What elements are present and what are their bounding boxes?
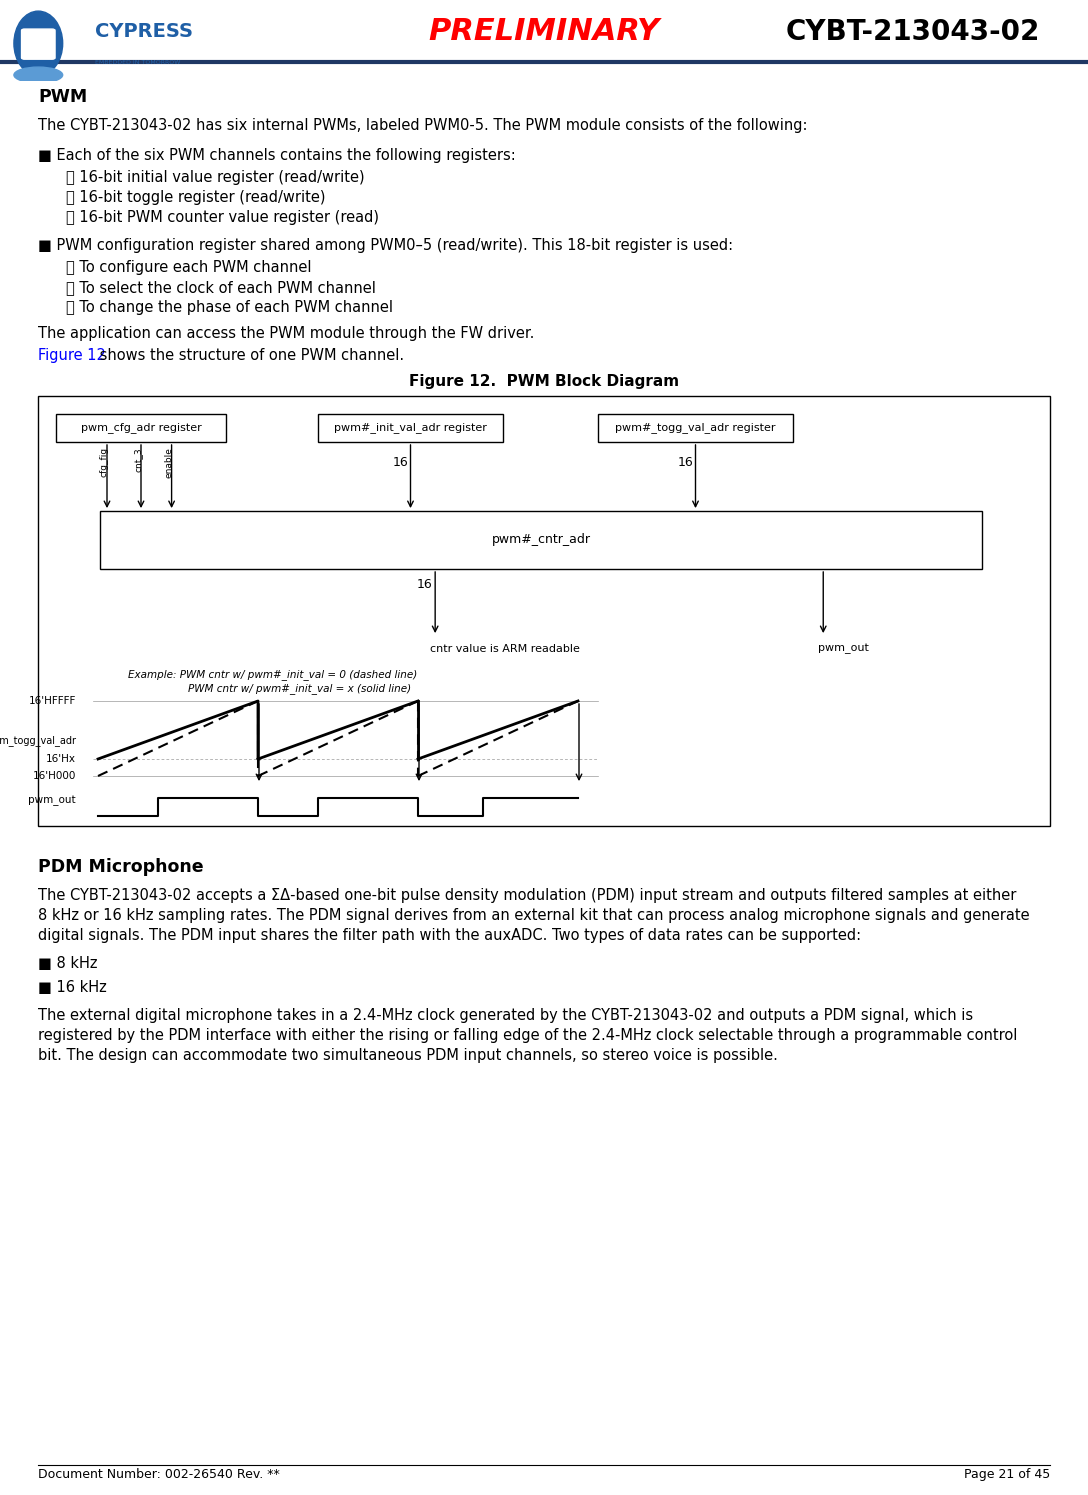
Text: The application can access the PWM module through the FW driver.: The application can access the PWM modul… [38, 326, 534, 341]
Text: PRELIMINARY: PRELIMINARY [429, 18, 659, 46]
Text: The external digital microphone takes in a 2.4-MHz clock generated by the CYBT-2: The external digital microphone takes in… [38, 1008, 973, 1023]
Text: 16: 16 [417, 577, 433, 591]
Text: The CYBT-213043-02 has six internal PWMs, labeled PWM0-5. The PWM module consist: The CYBT-213043-02 has six internal PWMs… [38, 118, 807, 133]
Text: PWM: PWM [38, 88, 87, 106]
Text: Page 21 of 45: Page 21 of 45 [964, 1468, 1050, 1482]
Text: CYBT-213043-02: CYBT-213043-02 [786, 18, 1040, 46]
Text: The CYBT-213043-02 accepts a ΣΔ-based one-bit pulse density modulation (PDM) inp: The CYBT-213043-02 accepts a ΣΔ-based on… [38, 888, 1016, 903]
Text: pwm_cfg_adr register: pwm_cfg_adr register [81, 423, 201, 434]
Text: 16: 16 [678, 456, 693, 468]
FancyBboxPatch shape [22, 28, 55, 60]
Text: enable: enable [164, 447, 173, 478]
Text: pwm#_init_val_adr register: pwm#_init_val_adr register [334, 423, 487, 434]
Text: 8 kHz or 16 kHz sampling rates. The PDM signal derives from an external kit that: 8 kHz or 16 kHz sampling rates. The PDM … [38, 907, 1029, 922]
Text: ⎕ To configure each PWM channel: ⎕ To configure each PWM channel [66, 260, 311, 275]
Ellipse shape [14, 10, 63, 76]
Text: ⎕ 16-bit toggle register (read/write): ⎕ 16-bit toggle register (read/write) [66, 190, 325, 205]
Bar [100, 511, 982, 570]
Text: ■ PWM configuration register shared among PWM0–5 (read/write). This 18-bit regis: ■ PWM configuration register shared amon… [38, 238, 733, 253]
Text: PWM cntr w/ pwm#_init_val = x (solid line): PWM cntr w/ pwm#_init_val = x (solid lin… [188, 683, 411, 694]
Text: 16'HFFFF: 16'HFFFF [28, 697, 76, 706]
Text: cfg_fig: cfg_fig [99, 447, 109, 477]
Text: Document Number: 002-26540 Rev. **: Document Number: 002-26540 Rev. ** [38, 1468, 280, 1482]
Text: Figure 12: Figure 12 [38, 348, 106, 363]
Text: cnt_3: cnt_3 [134, 447, 143, 471]
Text: PDM Microphone: PDM Microphone [38, 858, 203, 876]
Text: 16'H000: 16'H000 [33, 771, 76, 780]
Text: Figure 12.  PWM Block Diagram: Figure 12. PWM Block Diagram [409, 374, 679, 389]
Text: CYPRESS: CYPRESS [95, 22, 193, 42]
Text: pwm#_togg_val_adr register: pwm#_togg_val_adr register [615, 423, 776, 434]
Text: pwm#_cntr_adr: pwm#_cntr_adr [492, 534, 591, 547]
Text: bit. The design can accommodate two simultaneous PDM input channels, so stereo v: bit. The design can accommodate two simu… [38, 1048, 778, 1063]
Text: ⎕ 16-bit PWM counter value register (read): ⎕ 16-bit PWM counter value register (rea… [66, 209, 379, 226]
Text: ⎕ To select the clock of each PWM channel: ⎕ To select the clock of each PWM channe… [66, 280, 381, 295]
Text: ⎕ To change the phase of each PWM channel: ⎕ To change the phase of each PWM channe… [66, 300, 393, 315]
Text: ⎕ 16-bit initial value register (read/write): ⎕ 16-bit initial value register (read/wr… [66, 170, 364, 185]
Text: pwm_togg_val_adr: pwm_togg_val_adr [0, 736, 76, 746]
Text: pwm_out: pwm_out [28, 795, 76, 806]
Bar [598, 414, 793, 443]
Text: digital signals. The PDM input shares the filter path with the auxADC. Two types: digital signals. The PDM input shares th… [38, 928, 861, 943]
Text: 16: 16 [393, 456, 408, 468]
Text: EMBEDDED IN TOMORROW: EMBEDDED IN TOMORROW [95, 60, 180, 66]
Text: ■ 8 kHz: ■ 8 kHz [38, 955, 98, 970]
Text: pwm_out: pwm_out [818, 644, 869, 655]
Bar [38, 396, 1050, 827]
Text: shows the structure of one PWM channel.: shows the structure of one PWM channel. [95, 348, 404, 363]
Bar [318, 414, 503, 443]
Bar [55, 414, 226, 443]
Ellipse shape [14, 67, 63, 82]
Text: Example: PWM cntr w/ pwm#_init_val = 0 (dashed line): Example: PWM cntr w/ pwm#_init_val = 0 (… [128, 668, 418, 680]
Text: ■ Each of the six PWM channels contains the following registers:: ■ Each of the six PWM channels contains … [38, 148, 516, 163]
Text: 16'Hx: 16'Hx [46, 753, 76, 764]
Text: cntr value is ARM readable: cntr value is ARM readable [430, 644, 580, 653]
Text: registered by the PDM interface with either the rising or falling edge of the 2.: registered by the PDM interface with eit… [38, 1029, 1017, 1044]
Text: ■ 16 kHz: ■ 16 kHz [38, 981, 107, 996]
